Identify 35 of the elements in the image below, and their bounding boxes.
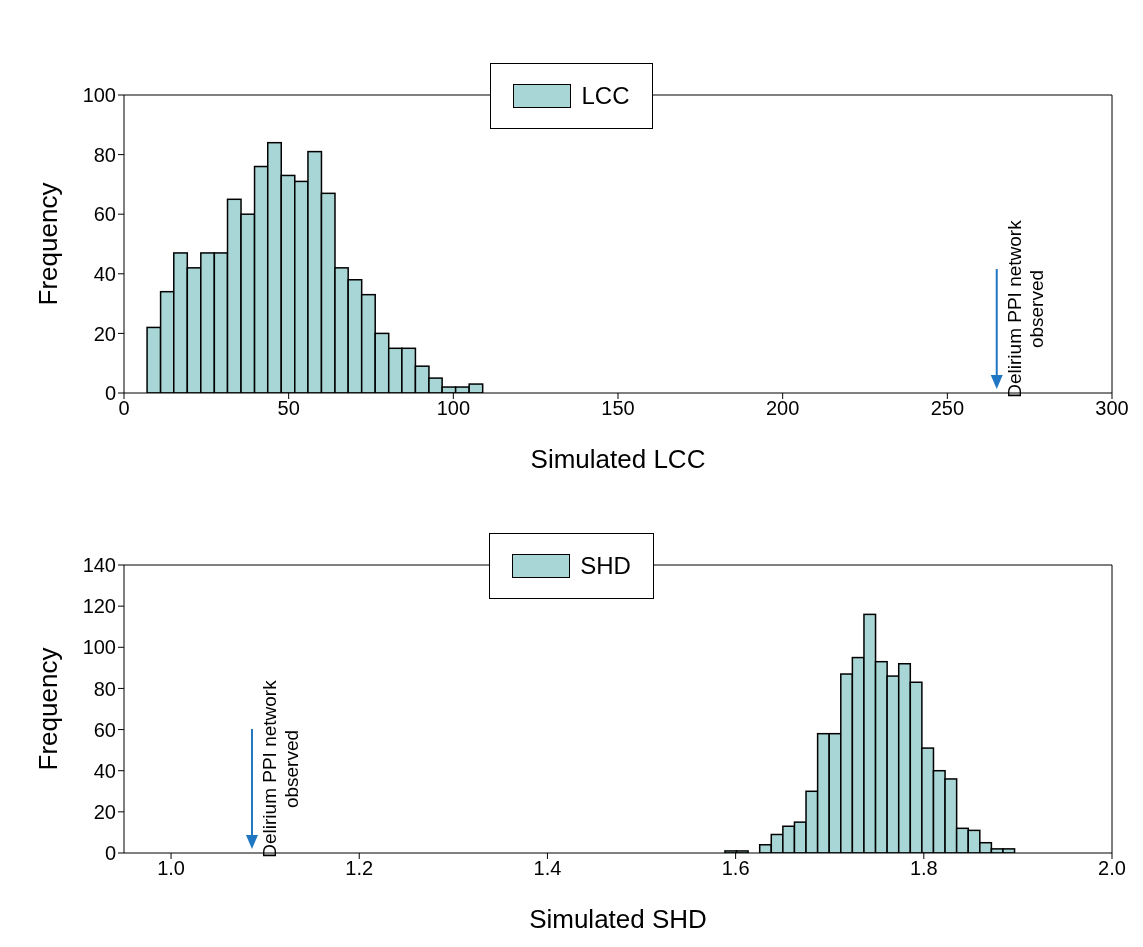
x-tick-label: 2.0 xyxy=(1098,857,1126,880)
y-tick-label: 20 xyxy=(93,800,116,823)
y-tick-label: 0 xyxy=(104,842,116,865)
ref-line-label: Delirium PPI network observed xyxy=(1003,219,1047,398)
ref-line-label: Delirium PPI network observed xyxy=(258,679,302,858)
legend-label: LCC xyxy=(581,82,630,110)
y-axis-title: Frequency xyxy=(33,182,64,306)
y-tick-label: 40 xyxy=(93,262,116,285)
y-tick-label: 40 xyxy=(93,759,116,782)
y-tick-label: 0 xyxy=(104,382,116,405)
x-tick-label: 200 xyxy=(765,397,800,420)
y-tick-label: 80 xyxy=(93,677,116,700)
legend-label: SHD xyxy=(580,552,631,580)
x-tick-label: 1.4 xyxy=(533,857,562,880)
y-tick-label: 20 xyxy=(93,322,116,345)
x-tick-label: 150 xyxy=(601,397,635,420)
y-tick-label: 120 xyxy=(82,595,116,618)
y-tick-label: 100 xyxy=(82,636,116,659)
x-tick-label: 50 xyxy=(277,397,300,420)
x-axis-title: Simulated SHD xyxy=(529,904,707,934)
x-tick-label: 300 xyxy=(1095,397,1129,420)
y-axis-title: Frequency xyxy=(33,647,64,771)
y-tick-label: 60 xyxy=(93,718,116,741)
x-tick-label: 1.8 xyxy=(909,857,938,880)
x-axis-title: Simulated LCC xyxy=(530,444,706,474)
x-tick-label: 1.6 xyxy=(721,857,750,880)
x-tick-label: 0 xyxy=(118,397,130,420)
x-tick-label: 250 xyxy=(930,397,965,420)
y-tick-label: 60 xyxy=(93,203,116,226)
x-tick-label: 1.0 xyxy=(157,857,185,880)
x-tick-label: 1.2 xyxy=(345,857,374,880)
y-tick-label: 140 xyxy=(82,554,116,577)
y-tick-label: 100 xyxy=(82,84,116,107)
x-tick-label: 100 xyxy=(436,397,471,420)
y-tick-label: 80 xyxy=(93,143,116,166)
